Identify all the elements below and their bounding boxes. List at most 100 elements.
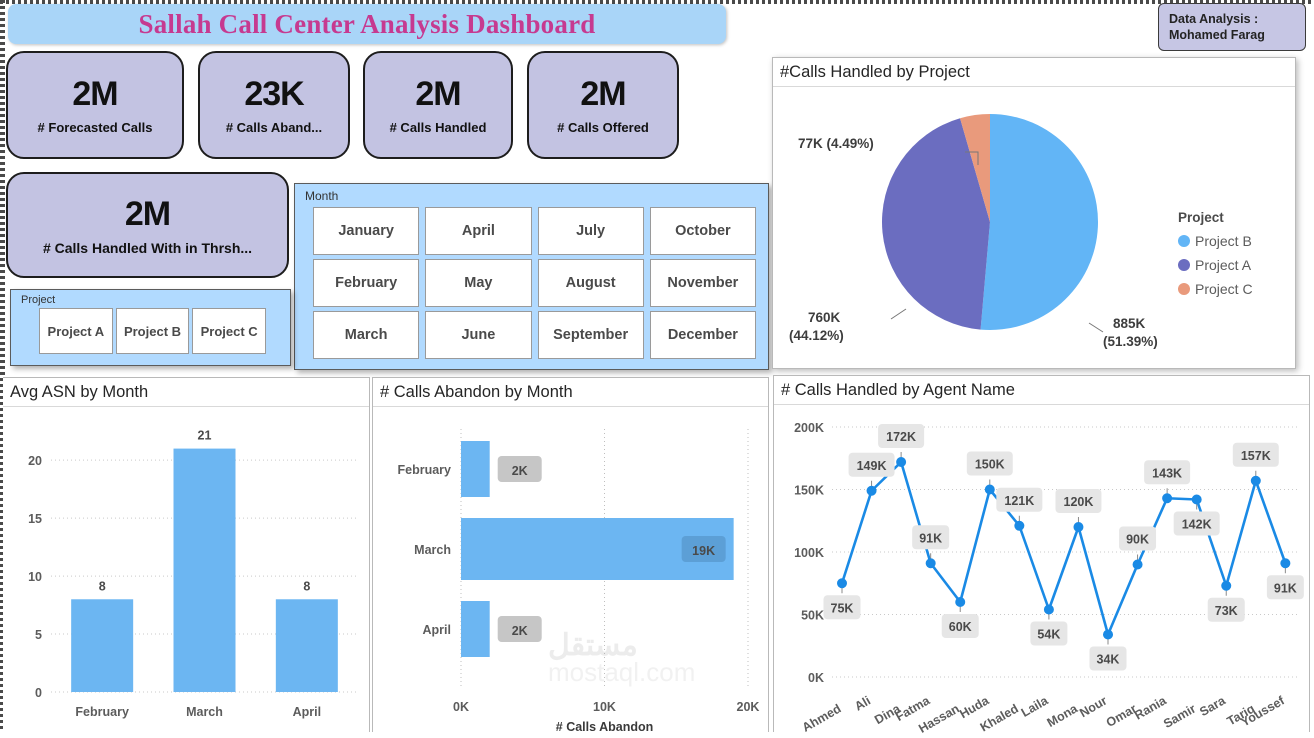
month-option-may[interactable]: May: [425, 259, 532, 307]
value-badge: [497, 456, 542, 482]
kpi-value: 2M: [72, 75, 118, 113]
page-border-top: [0, 0, 1314, 4]
x-axis-tick: February: [75, 705, 129, 719]
point-value-label: 54K: [1037, 628, 1060, 642]
project-slicer[interactable]: Project Project A Project B Project C: [10, 289, 291, 366]
value-badge: [497, 616, 542, 642]
line-series: [840, 460, 1287, 636]
value-badge: [1055, 489, 1102, 513]
month-option-april[interactable]: April: [425, 207, 532, 255]
value-badge: [1030, 621, 1068, 646]
pie-label-project-c: 77K (4.49%): [798, 136, 874, 151]
data-point[interactable]: [837, 578, 847, 589]
month-option-december[interactable]: December: [649, 311, 756, 359]
y-axis-tick: April: [423, 623, 451, 637]
kpi-label: # Calls Handled With in Thrsh...: [42, 239, 253, 256]
point-value-label: 91K: [919, 531, 942, 545]
kpi-card-calls-offered[interactable]: 2M # Calls Offered: [527, 51, 679, 159]
value-badge: [966, 451, 1013, 476]
data-point[interactable]: [984, 484, 995, 495]
asn-bar-chart-svg: 0 5 10 15 20 8 February 21 March 8 April: [28, 429, 358, 719]
kpi-value: 2M: [124, 194, 171, 233]
avg-asn-by-month-panel: Avg ASN by Month 0 5 10 15 20 8 February 21 Marc…: [3, 377, 370, 732]
data-point[interactable]: [1043, 604, 1054, 615]
project-option-c[interactable]: Project C: [192, 308, 266, 354]
x-axis-title: # Calls Abandon: [556, 720, 653, 732]
legend-label: Project A: [1195, 257, 1252, 273]
x-axis-tick: April: [293, 705, 321, 719]
bar[interactable]: [173, 448, 236, 692]
kpi-label: # Calls Handled: [389, 120, 487, 135]
month-option-august[interactable]: August: [537, 259, 644, 307]
value-badge: [1232, 442, 1279, 467]
month-option-june[interactable]: June: [425, 311, 532, 359]
kpi-card-forecasted-calls[interactable]: 2M # Forecasted Calls: [6, 51, 184, 159]
legend-item-project-c[interactable]: Project C: [1178, 281, 1253, 297]
value-badge: [823, 595, 861, 620]
agent-line-chart-svg: 0K 50K 100K 150K 200K 75K 149K 172K 91K 60K 150K 12…: [794, 421, 1304, 736]
x-axis-tick: 10K: [593, 700, 616, 714]
bar[interactable]: [275, 599, 338, 692]
kpi-label: # Forecasted Calls: [37, 120, 153, 135]
y-axis-tick: 10: [28, 570, 42, 584]
kpi-card-calls-handled[interactable]: 2M # Calls Handled: [363, 51, 513, 159]
legend-item-project-b[interactable]: Project B: [1178, 233, 1253, 249]
month-option-october[interactable]: October: [649, 207, 756, 255]
legend-label: Project B: [1195, 233, 1252, 249]
y-axis-tick: 0K: [808, 671, 824, 685]
data-point[interactable]: [1162, 493, 1173, 504]
data-point[interactable]: [896, 457, 907, 467]
point-value-label: 121K: [1004, 494, 1034, 508]
month-option-march[interactable]: March: [313, 311, 420, 359]
month-option-november[interactable]: November: [649, 259, 756, 307]
data-point[interactable]: [1014, 520, 1025, 531]
data-point[interactable]: [1191, 494, 1202, 505]
month-option-january[interactable]: January: [313, 207, 420, 255]
point-value-label: 149K: [857, 459, 887, 473]
author-label: Data Analysis :: [1169, 12, 1259, 26]
month-option-february[interactable]: February: [313, 259, 420, 307]
kpi-card-calls-handled-within-threshold[interactable]: 2M # Calls Handled With in Thrsh...: [6, 172, 289, 278]
data-point[interactable]: [1280, 558, 1291, 569]
kpi-card-calls-abandoned[interactable]: 23K # Calls Aband...: [198, 51, 350, 159]
pie-slice-project-b[interactable]: [980, 114, 1098, 330]
project-option-a[interactable]: Project A: [39, 308, 113, 354]
point-value-label: 34K: [1097, 653, 1120, 667]
calls-handled-by-agent-panel: # Calls Handled by Agent Name 0K 50K 100K 1…: [773, 375, 1310, 736]
bar[interactable]: [461, 441, 490, 497]
month-slicer[interactable]: Month January April July October Februar…: [294, 183, 769, 370]
pie-slice-project-a[interactable]: [882, 118, 990, 330]
y-axis-tick: February: [398, 463, 452, 477]
y-axis-tick: March: [414, 543, 451, 557]
pie-slice-project-c[interactable]: [960, 114, 990, 222]
data-point[interactable]: [1250, 475, 1261, 486]
data-point[interactable]: [1132, 559, 1143, 570]
point-value-label: 73K: [1215, 604, 1238, 618]
month-slicer-options: January April July October February May …: [295, 207, 768, 367]
legend-item-project-a[interactable]: Project A: [1178, 257, 1253, 273]
data-point[interactable]: [955, 597, 966, 607]
data-point[interactable]: [1073, 522, 1084, 532]
pie-label-project-a-percent: (44.12%): [789, 328, 844, 343]
y-axis-tick: 5: [35, 628, 42, 642]
project-slicer-options: Project A Project B Project C: [11, 308, 290, 358]
pie-label-project-b-value: 885K: [1113, 316, 1146, 331]
month-option-july[interactable]: July: [537, 207, 644, 255]
data-point[interactable]: [925, 558, 936, 569]
kpi-value: 23K: [244, 75, 304, 113]
kpi-label: # Calls Aband...: [225, 120, 323, 135]
data-point[interactable]: [1221, 580, 1232, 591]
bar[interactable]: [71, 599, 134, 692]
calls-handled-by-project-panel: #Calls Handled by Project 77K (4.49%) 76…: [772, 57, 1296, 369]
value-badge: [912, 525, 950, 550]
x-axis-tick: Ahmed: [800, 701, 844, 733]
value-badge: [1266, 575, 1304, 600]
month-option-september[interactable]: September: [537, 311, 644, 359]
data-point[interactable]: [1103, 629, 1114, 640]
bar[interactable]: [461, 601, 490, 657]
data-point[interactable]: [866, 485, 877, 496]
value-badge: [848, 452, 895, 477]
page-border-left: [0, 0, 5, 732]
y-axis-tick: 15: [28, 512, 42, 526]
project-option-b[interactable]: Project B: [115, 308, 190, 354]
